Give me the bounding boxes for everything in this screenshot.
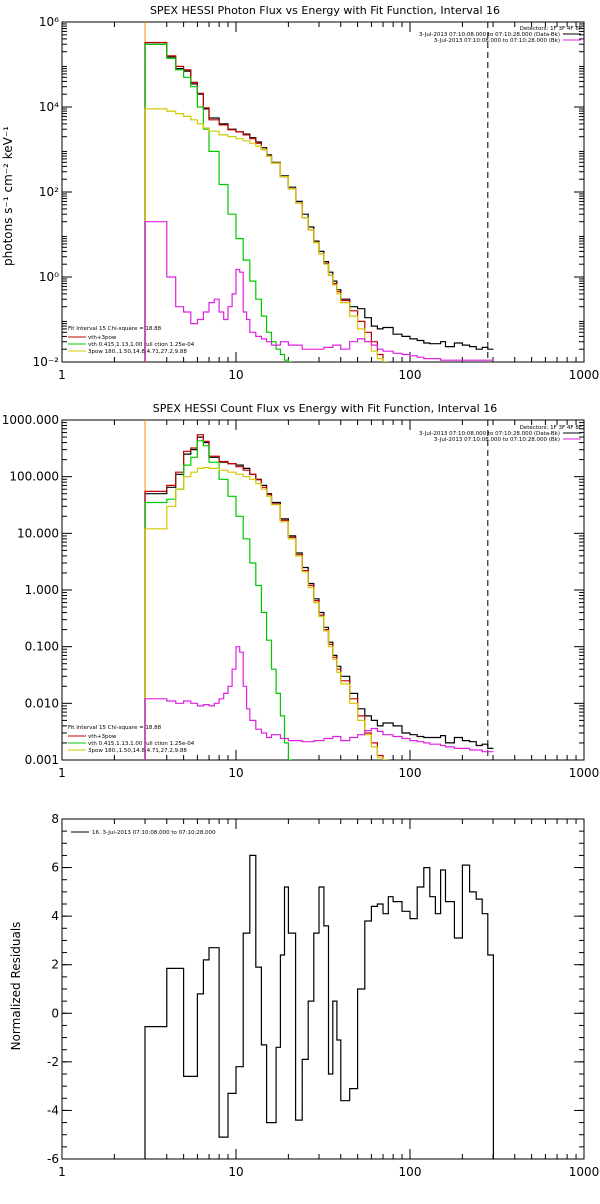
- photon-y-axis-label: photons s⁻¹ cm⁻² keV⁻¹: [1, 126, 15, 266]
- photon-series-vth: [144, 43, 293, 362]
- count-y-tick-label: 10.000: [17, 526, 59, 540]
- count-flux-title: SPEX HESSI Count Flux vs Energy with Fit…: [153, 402, 497, 415]
- residuals-y-axis-label: Normalized Residuals: [9, 922, 23, 1051]
- photon-legend-left-2: vth 0.415,1.13,1.00 full ction 1.25e-04: [88, 342, 195, 348]
- photon-legend-left-1: vth+3pow: [88, 335, 117, 341]
- photon-legend-right-1: 3-Jul-2013 07:10:08.000 to 07:10:28.000 …: [419, 32, 560, 38]
- count-data-area: [144, 420, 494, 760]
- count-x-tick-label: 1000: [569, 766, 600, 780]
- residuals-series-16-3-jul-2013-07-10-08-000-to-07-10-28-000: [144, 854, 494, 1159]
- count-plot-frame: [61, 419, 585, 761]
- count-legend-right-1: 3-Jul-2013 07:10:08.000 to 07:10:28.000 …: [419, 431, 560, 437]
- residuals-y-tick-label: -6: [47, 1152, 59, 1166]
- count-flux-panel: SPEX HESSI Count Flux vs Energy with Fit…: [2, 402, 600, 780]
- count-legend-left-2: vth 0.415,1.13,1.00 full ction 1.25e-04: [88, 741, 195, 747]
- photon-series-3pow: [144, 108, 389, 362]
- residuals-y-tick-label: -4: [47, 1103, 59, 1117]
- photon-flux-title: SPEX HESSI Photon Flux vs Energy with Fi…: [150, 4, 500, 17]
- count-y-tick-label: 1000.000: [2, 413, 59, 427]
- photon-legend-left-header: Fit Interval 15 Chi-square = 18.88: [68, 326, 162, 332]
- count-legend-right-2: 3-Jul-2013 07:10:08.000 to 07:10:28.000 …: [434, 437, 560, 443]
- residuals-y-tick-label: 8: [51, 812, 59, 826]
- photon-x-tick-label: 10: [228, 368, 243, 382]
- photon-flux-panel: SPEX HESSI Photon Flux vs Energy with Fi…: [1, 4, 599, 382]
- photon-series-bk: [144, 221, 494, 362]
- count-detectors-label: Detectors: 1F 3F 4F 8F: [520, 425, 582, 431]
- residuals-plot-frame: [61, 818, 585, 1160]
- count-series-data-bk: [144, 436, 494, 760]
- count-x-tick-label: 10: [228, 766, 243, 780]
- residuals-x-tick-label: 100: [399, 1165, 422, 1179]
- photon-data-area: [144, 22, 494, 362]
- count-y-tick-label: 1.000: [25, 583, 59, 597]
- residuals-x-tick-label: 10: [228, 1165, 243, 1179]
- photon-plot-frame: [61, 21, 585, 363]
- count-y-tick-label: 0.001: [25, 753, 59, 767]
- count-y-tick-label: 100.000: [9, 470, 59, 484]
- photon-y-tick-label: 10⁶: [39, 15, 59, 29]
- residuals-y-tick-label: 6: [51, 861, 59, 875]
- photon-y-tick-label: 10⁻²: [33, 355, 60, 369]
- residuals-legend-label: 16. 3-Jul-2013 07:10:08.000 to 07:10:28.…: [92, 830, 216, 836]
- photon-x-tick-label: 100: [399, 368, 422, 382]
- count-y-tick-label: 0.100: [25, 640, 59, 654]
- count-series-3pow: [144, 466, 389, 760]
- residuals-y-tick-label: 4: [51, 909, 59, 923]
- count-x-tick-label: 100: [399, 766, 422, 780]
- residuals-x-tick-label: 1: [58, 1165, 66, 1179]
- count-y-tick-label: 0.010: [25, 696, 59, 710]
- photon-detectors-label: Detectors: 1F 3F 4F 8F: [520, 26, 582, 32]
- residuals-x-tick-label: 1000: [569, 1165, 600, 1179]
- photon-legend-left-3: 3pow 180.,1.50,14.8,4.71,27.2,9.88: [88, 349, 187, 355]
- count-legend-left-3: 3pow 180.,1.50,14.8,4.71,27.2,9.88: [88, 748, 187, 754]
- residuals-y-tick-label: -2: [47, 1055, 59, 1069]
- residuals-y-tick-label: 2: [51, 958, 59, 972]
- photon-y-tick-label: 10²: [39, 185, 59, 199]
- count-series-bk: [144, 646, 494, 760]
- count-legend-left-header: Fit Interval 15 Chi-square = 18.88: [68, 725, 162, 731]
- count-legend-left-1: vth+3pow: [88, 734, 117, 740]
- photon-legend-right-2: 3-Jul-2013 07:10:08.000 to 07:10:28.000 …: [434, 38, 560, 44]
- residuals-panel: 16. 3-Jul-2013 07:10:08.000 to 07:10:28.…: [9, 812, 599, 1179]
- count-x-tick-label: 1: [58, 766, 66, 780]
- photon-y-tick-label: 10⁴: [39, 100, 59, 114]
- residuals-data-area: [144, 854, 494, 1159]
- photon-x-tick-label: 1: [58, 368, 66, 382]
- photon-x-tick-label: 1000: [569, 368, 600, 382]
- count-series-vth-3pow: [144, 434, 389, 760]
- residuals-y-tick-label: 0: [51, 1006, 59, 1020]
- photon-y-tick-label: 10⁰: [39, 270, 59, 284]
